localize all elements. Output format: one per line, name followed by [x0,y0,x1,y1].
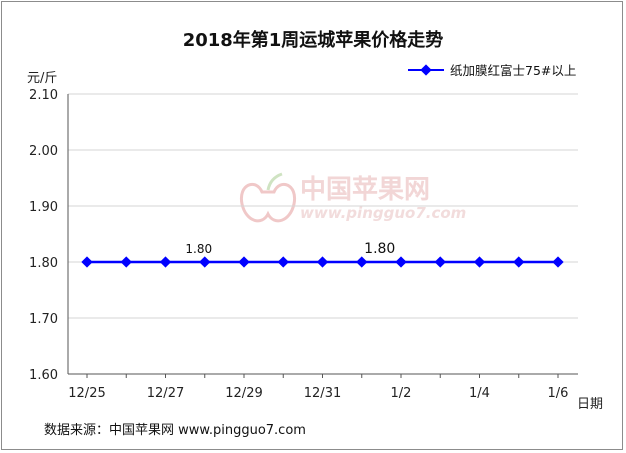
legend-marker [420,64,432,76]
x-tick-label: 12/25 [68,386,105,401]
data-label: 1.80 [364,241,395,257]
x-tick-label: 12/27 [147,386,184,401]
y-tick-label: 1.70 [29,312,58,327]
data-point [395,256,407,268]
y-tick-label: 2.00 [29,144,58,159]
x-axis-label: 日期 [577,397,603,412]
apple-logo-icon [239,172,297,223]
y-axis-label: 元/斤 [27,71,57,86]
chart-title: 2018年第1周运城苹果价格走势 [183,29,444,51]
data-point [199,256,211,268]
data-label: 1.80 [185,242,212,256]
data-point [552,256,564,268]
x-tick-label: 1/6 [548,386,569,401]
x-tick-label: 12/29 [225,386,262,401]
data-point [159,256,172,268]
data-point [434,256,446,268]
data-point [356,256,368,268]
data-labels: 1.80 1.80 [185,241,395,257]
x-tick-labels: 12/25 12/27 12/29 12/31 1/2 1/4 1/6 [68,374,568,401]
data-point [120,256,132,268]
data-point [81,256,93,268]
y-tick-label: 1.90 [29,200,58,215]
watermark-url: www.pingguo7.com [300,204,466,222]
y-tick-label: 1.60 [29,368,58,383]
x-tick-label: 1/2 [391,386,412,401]
data-point [473,256,486,268]
data-source: 数据来源：中国苹果网 www.pingguo7.com [44,423,306,438]
y-tick-label: 2.10 [29,88,58,103]
watermark: 中国苹果网 www.pingguo7.com [239,172,466,223]
data-point [277,256,289,268]
x-tick-label: 1/4 [469,386,490,401]
data-point [316,256,329,268]
y-tick-label: 1.80 [29,256,58,271]
data-point [513,256,525,268]
x-tick-label: 12/31 [304,386,341,401]
y-tick-labels: 1.60 1.70 1.80 1.90 2.00 2.10 [29,88,58,383]
legend-series-name: 纸加膜红富士75#以上 [450,63,576,78]
legend: 纸加膜红富士75#以上 [408,63,576,78]
series [81,256,564,268]
watermark-cn: 中国苹果网 [300,175,430,205]
data-point [238,256,250,268]
axes [67,94,578,375]
grid [68,93,578,319]
